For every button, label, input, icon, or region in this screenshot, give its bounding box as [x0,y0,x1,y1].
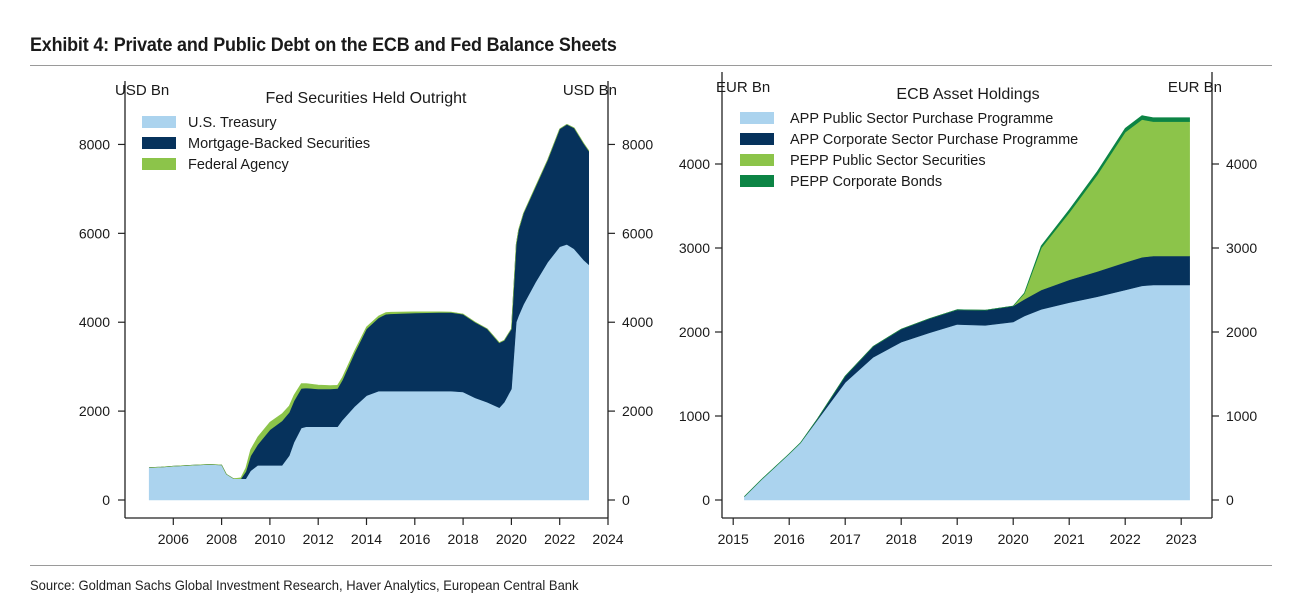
x-tick-label: 2023 [1166,531,1197,547]
legend-label-federal-agency: Federal Agency [188,157,290,173]
y-tick-label-right: 2000 [622,403,653,419]
y-tick-label-right: 0 [622,492,630,508]
x-tick-label: 2014 [351,531,382,547]
y-tick-label-right: 3000 [1226,240,1257,256]
legend-swatch-pepp-corporate-bonds [740,175,774,187]
source-rule [30,565,1272,566]
y-tick-label-left: 6000 [79,225,110,241]
x-tick-label: 2006 [158,531,189,547]
y-tick-label-left: 0 [102,492,110,508]
y-tick-label-left: 0 [702,492,710,508]
x-tick-label: 2020 [496,531,527,547]
legend-swatch-app-corporate-sector-purchase-programme [740,133,774,145]
y-tick-label-right: 1000 [1226,408,1257,424]
legend-label-pepp-public-sector-securities: PEPP Public Sector Securities [790,153,986,169]
x-tick-label: 2010 [254,531,285,547]
y-tick-label-right: 8000 [622,136,653,152]
ecb-chart: 0 0 1000 1000 2000 2000 3000 3000 4000 4000 2015 20… [679,72,1257,547]
y-tick-label-left: 2000 [679,324,710,340]
x-tick-label: 2019 [942,531,973,547]
x-tick-label: 2015 [718,531,749,547]
y-tick-label-left: 4000 [79,314,110,330]
legend-swatch-federal-agency [142,158,176,170]
y-axis-label-right: EUR Bn [1168,79,1222,96]
fed-chart: 0 0 2000 2000 4000 4000 6000 6000 8000 8000 2006 20… [79,81,653,547]
exhibit-title: Exhibit 4: Private and Public Debt on th… [30,34,617,56]
chart-title: ECB Asset Holdings [896,86,1039,103]
area-pepp-corporate-bonds [744,115,1190,497]
x-tick-label: 2020 [998,531,1029,547]
area-federal-agency [149,123,589,480]
legend-swatch-mortgage-backed-securities [142,137,176,149]
x-tick-label: 2022 [1110,531,1141,547]
x-tick-label: 2018 [448,531,479,547]
x-tick-label: 2017 [830,531,861,547]
x-tick-label: 2022 [544,531,575,547]
x-tick-label: 2016 [774,531,805,547]
legend-label-u-s-treasury: U.S. Treasury [188,115,277,131]
y-tick-label-right: 4000 [622,314,653,330]
y-tick-label-left: 4000 [679,156,710,172]
legend-swatch-u-s-treasury [142,116,176,128]
y-tick-label-left: 1000 [679,408,710,424]
y-tick-label-left: 2000 [79,403,110,419]
x-tick-label: 2018 [886,531,917,547]
title-rule [30,65,1272,66]
legend-label-app-public-sector-purchase-programme: APP Public Sector Purchase Programme [790,111,1053,127]
y-tick-label-right: 2000 [1226,324,1257,340]
y-tick-label-right: 4000 [1226,156,1257,172]
y-axis-label-left: EUR Bn [716,79,770,96]
y-tick-label-left: 8000 [79,136,110,152]
x-tick-label: 2024 [592,531,623,547]
x-tick-label: 2016 [399,531,430,547]
legend-label-mortgage-backed-securities: Mortgage-Backed Securities [188,136,370,152]
legend-label-app-corporate-sector-purchase-programme: APP Corporate Sector Purchase Programme [790,132,1078,148]
y-tick-label-left: 3000 [679,240,710,256]
x-tick-label: 2008 [206,531,237,547]
y-axis-label-left: USD Bn [115,82,169,99]
y-axis-label-right: USD Bn [563,82,617,99]
legend-swatch-pepp-public-sector-securities [740,154,774,166]
legend-label-pepp-corporate-bonds: PEPP Corporate Bonds [790,174,942,190]
chart-title: Fed Securities Held Outright [266,90,468,107]
x-tick-label: 2012 [303,531,334,547]
y-tick-label-right: 6000 [622,225,653,241]
source-note: Source: Goldman Sachs Global Investment … [30,577,579,593]
y-tick-label-right: 0 [1226,492,1234,508]
legend-swatch-app-public-sector-purchase-programme [740,112,774,124]
x-tick-label: 2021 [1054,531,1085,547]
